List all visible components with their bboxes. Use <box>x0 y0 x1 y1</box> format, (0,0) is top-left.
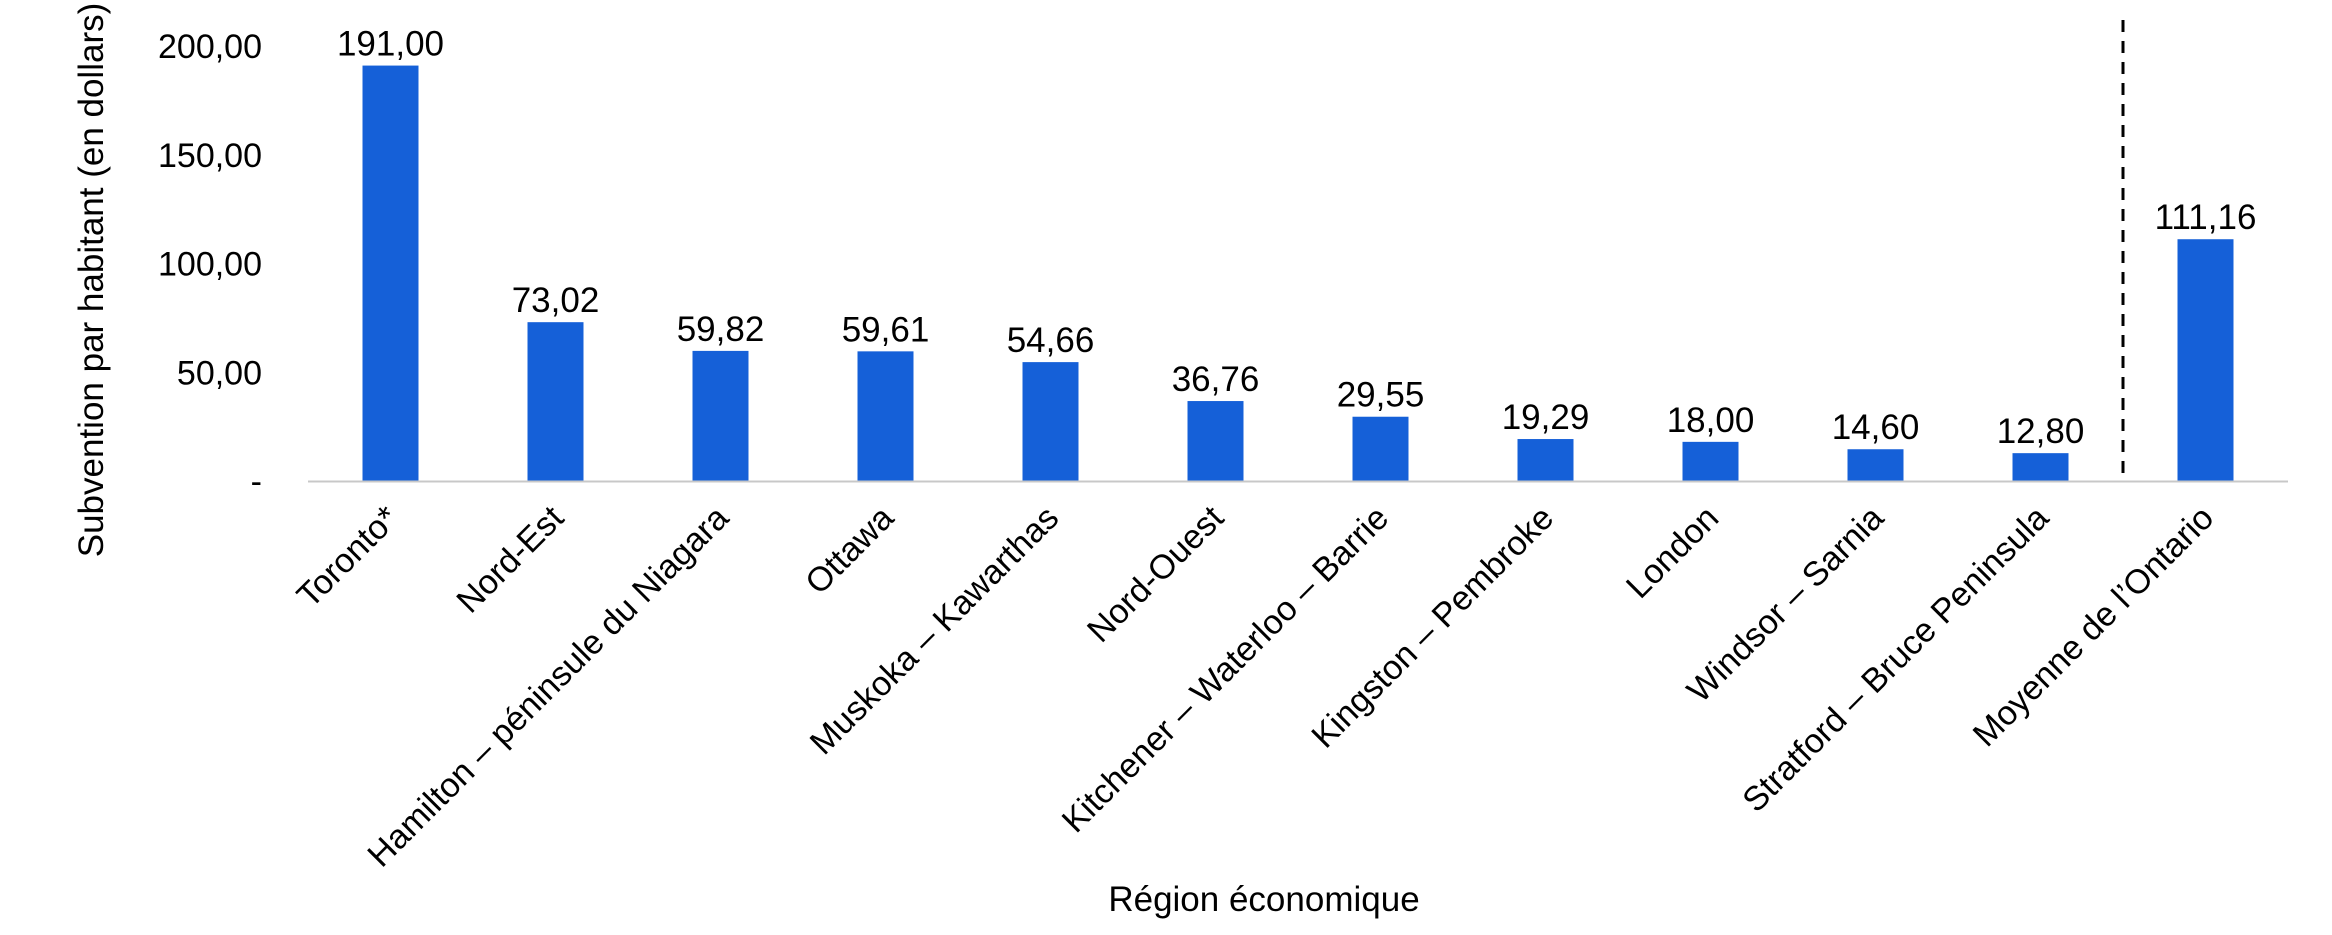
data-label: 59,82 <box>677 310 765 349</box>
y-tick-label: 50,00 <box>177 354 262 392</box>
x-tick-label: Hamilton – péninsule du Niagara <box>360 499 736 875</box>
bar <box>1187 401 1244 481</box>
bars <box>362 65 2234 481</box>
data-label: 59,61 <box>842 310 930 349</box>
data-label: 111,16 <box>2155 198 2257 237</box>
data-label: 19,29 <box>1502 398 1590 437</box>
x-tick-label: Ottawa <box>798 499 901 602</box>
data-label: 18,00 <box>1667 401 1755 440</box>
bar <box>1022 362 1079 481</box>
y-axis-ticks: - 50,00 100,00 150,00 200,00 <box>158 28 262 501</box>
data-label: 36,76 <box>1172 360 1260 399</box>
y-tick-label: 150,00 <box>158 137 262 175</box>
bar <box>692 350 749 481</box>
x-tick-label: London <box>1619 499 1726 606</box>
bar <box>2012 453 2069 481</box>
data-label: 14,60 <box>1832 408 1920 447</box>
y-tick-label: 100,00 <box>158 246 262 284</box>
x-axis-title: Région économique <box>1108 880 1419 919</box>
x-tick-label: Stratford – Bruce Peninsula <box>1735 499 2056 820</box>
data-label: 29,55 <box>1337 376 1425 415</box>
data-label: 73,02 <box>512 281 600 320</box>
data-label: 191,00 <box>337 25 444 64</box>
data-labels: 191,00 73,02 59,82 59,61 54,66 36,76 29,55 19,2… <box>337 25 2256 452</box>
bar <box>362 65 419 481</box>
bar <box>1517 439 1574 481</box>
bar <box>2177 239 2234 481</box>
y-tick-label: - <box>251 463 262 501</box>
bar <box>857 351 914 481</box>
data-label: 54,66 <box>1007 321 1095 360</box>
x-tick-label: Toronto* <box>290 499 406 615</box>
bar <box>1352 416 1409 481</box>
x-tick-label: Nord-Est <box>449 498 571 620</box>
x-tick-label: Nord-Ouest <box>1080 498 1232 650</box>
bar <box>527 322 584 481</box>
bar <box>1847 449 1904 481</box>
x-tick-label: Kitchener – Waterloo – Barrie <box>1055 499 1396 840</box>
bar <box>1682 441 1739 481</box>
y-axis-title: Subvention par habitant (en dollars) <box>72 3 111 558</box>
data-label: 12,80 <box>1997 412 2085 451</box>
y-tick-label: 200,00 <box>158 28 262 66</box>
